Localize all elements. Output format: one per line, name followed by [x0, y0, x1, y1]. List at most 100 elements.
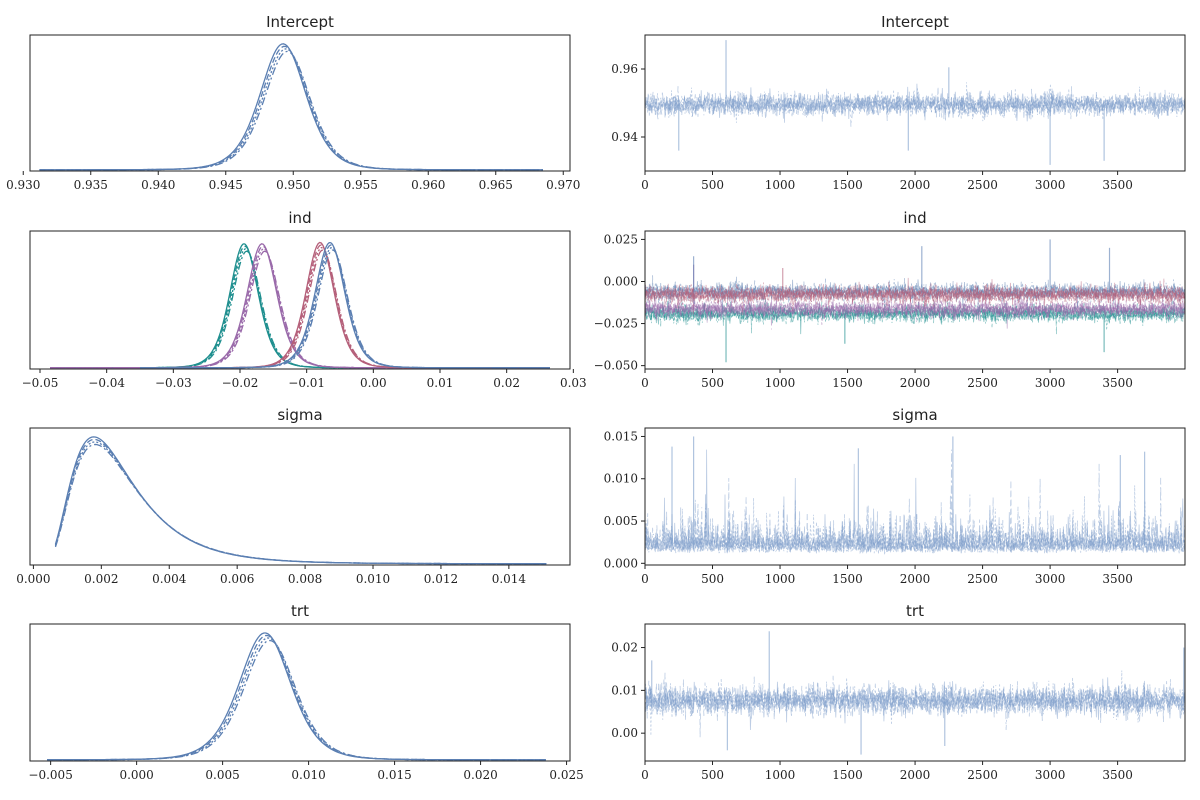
y-tick-label: 0.010 — [604, 472, 638, 486]
x-tick-label: −0.05 — [22, 376, 59, 390]
x-tick-label: 0.015 — [377, 768, 411, 782]
density-curve — [54, 443, 547, 565]
y-tick-label: 0.02 — [611, 641, 638, 655]
x-tick-label: 2000 — [900, 572, 931, 586]
x-tick-label: 2500 — [967, 572, 998, 586]
x-tick-label: 0.002 — [84, 572, 118, 586]
x-tick-label: −0.005 — [28, 768, 72, 782]
density-curve — [54, 436, 547, 565]
density-curve — [50, 245, 440, 369]
panel-ind-trace: ind 0 500 1000 1500 2000 2500 3000 3500 −0.050 −0… — [594, 209, 1186, 390]
x-tick-label: 3500 — [1102, 572, 1133, 586]
x-tick-label: 500 — [701, 768, 724, 782]
x-tick-label: 3500 — [1102, 768, 1133, 782]
x-tick-label: 3000 — [1035, 768, 1066, 782]
x-tick-label: 0.03 — [560, 376, 587, 390]
x-tick-label: 1000 — [765, 178, 796, 192]
y-tick-label: 0.015 — [604, 429, 638, 443]
y-tick-label: 0.96 — [611, 62, 638, 76]
density-curve — [140, 241, 550, 369]
density-curve — [140, 249, 550, 369]
x-tick-label: 0 — [641, 376, 649, 390]
trace-line — [645, 283, 1185, 315]
x-tick-label: −0.02 — [222, 376, 259, 390]
x-tick-label: 2000 — [900, 178, 931, 192]
x-tick-label: −0.03 — [155, 376, 192, 390]
density-curve — [140, 249, 550, 369]
x-tick-label: −0.04 — [88, 376, 125, 390]
x-tick-label: 0.010 — [291, 768, 325, 782]
panel-intercept-trace: Intercept 0 500 1000 1500 2000 2500 3000 3500 0.… — [611, 13, 1186, 192]
x-tick-label: 0.006 — [220, 572, 254, 586]
panel-intercept-density: Intercept 0.930 0.935 0.940 0.945 0.950 0.955… — [6, 13, 580, 192]
x-tick-label: 0.008 — [288, 572, 322, 586]
x-tick-label: 2000 — [900, 376, 931, 390]
x-tick-label: 0.00 — [360, 376, 387, 390]
trace-line — [645, 295, 1185, 326]
y-tick-label: 0.01 — [611, 683, 638, 697]
x-tick-label: 1500 — [832, 768, 863, 782]
density-curve — [39, 48, 543, 171]
trace-line — [645, 277, 1185, 315]
x-tick-label: 3000 — [1035, 376, 1066, 390]
y-tick-label: 0.025 — [604, 232, 638, 246]
x-tick-label: 0.945 — [209, 178, 243, 192]
y-tick-label: −0.050 — [594, 359, 638, 373]
x-tick-label: 1000 — [765, 768, 796, 782]
y-tick-label: 0.94 — [611, 130, 638, 144]
x-tick-label: −0.01 — [288, 376, 325, 390]
density-curve — [140, 241, 550, 369]
density-curve — [39, 45, 543, 171]
panel-title: Intercept — [266, 13, 334, 31]
panel-sigma-trace: sigma 0 500 1000 1500 2000 2500 3000 3500 0.000 0… — [604, 406, 1186, 586]
x-tick-label: 0.020 — [463, 768, 497, 782]
trace-line — [645, 485, 1185, 554]
x-tick-label: 0.970 — [546, 178, 580, 192]
x-tick-label: 500 — [701, 572, 724, 586]
density-curve — [39, 50, 543, 171]
x-tick-label: 0.012 — [424, 572, 458, 586]
x-tick-label: 0.02 — [493, 376, 520, 390]
x-tick-label: 3000 — [1035, 572, 1066, 586]
x-tick-label: 3500 — [1102, 178, 1133, 192]
trace-line — [645, 680, 1185, 738]
axes-frame — [644, 427, 1186, 566]
x-tick-label: 0 — [641, 768, 649, 782]
y-tick-label: 0.000 — [604, 274, 638, 288]
axes-frame — [644, 34, 1186, 172]
axes-frame — [644, 230, 1186, 370]
panel-title: Intercept — [881, 13, 949, 31]
density-curve — [140, 244, 550, 369]
trace-line — [645, 281, 1185, 311]
x-tick-label: 3000 — [1035, 178, 1066, 192]
x-tick-label: 0.960 — [411, 178, 445, 192]
x-tick-label: 0.025 — [549, 768, 583, 782]
y-tick-label: 0.00 — [611, 726, 638, 740]
density-curve — [47, 634, 546, 761]
x-tick-label: 0.014 — [492, 572, 527, 586]
axes-frame — [29, 427, 571, 566]
panel-sigma-density: sigma 0.000 0.002 0.004 0.006 0.008 0.010 0.01… — [16, 406, 571, 586]
density-curve — [50, 243, 440, 369]
density-curve — [47, 632, 546, 761]
axes-frame — [29, 623, 571, 762]
trace-line — [645, 672, 1185, 731]
x-tick-label: 3500 — [1102, 376, 1133, 390]
y-tick-label: 0.000 — [604, 556, 638, 570]
trace-line — [645, 86, 1185, 122]
x-tick-label: 0.005 — [205, 768, 239, 782]
panel-title: sigma — [892, 406, 937, 424]
density-curve — [50, 248, 374, 369]
x-tick-label: 0 — [641, 572, 649, 586]
x-tick-label: 0.000 — [16, 572, 50, 586]
y-tick-label: 0.005 — [604, 514, 638, 528]
panel-title: trt — [906, 602, 924, 620]
density-curve — [47, 639, 546, 761]
x-tick-label: 2500 — [967, 178, 998, 192]
panel-trt-density: trt −0.005 0.000 0.005 0.010 0.015 0.020 0.025 — [28, 602, 583, 782]
trace-line — [645, 279, 1185, 312]
x-tick-label: 0.935 — [74, 178, 108, 192]
axes-frame — [29, 34, 571, 172]
x-tick-label: 1500 — [832, 376, 863, 390]
